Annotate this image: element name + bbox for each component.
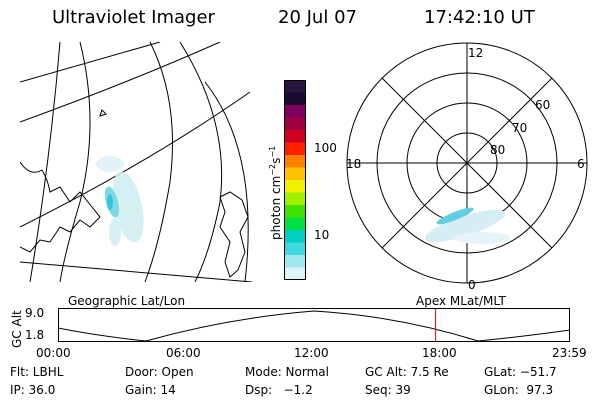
glat-info: GLat: −51.7 — [484, 365, 557, 379]
mlt-label-6: 6 — [577, 157, 585, 171]
glon-info: GLon: 97.3 — [484, 383, 554, 397]
lat-label-60: 60 — [535, 98, 551, 112]
timeline-ytick-low: 1.8 — [25, 328, 45, 342]
date-label: 20 Jul 07 — [278, 7, 357, 28]
colorbar-segment — [284, 80, 306, 93]
geographic-map — [20, 42, 252, 282]
colorbar-segment — [284, 267, 306, 280]
door-info: Door: Open — [125, 365, 194, 379]
colorbar-segment — [284, 180, 306, 193]
lat-arc — [20, 91, 251, 228]
lon-arc — [29, 42, 61, 282]
colorbar-segment — [284, 142, 306, 156]
time-label: 17:42:10 UT — [424, 7, 535, 28]
timeline-xtick-1: 06:00 — [166, 346, 201, 360]
lon-arc — [179, 42, 223, 282]
aurora-oval — [424, 207, 510, 244]
colorbar-segment — [284, 255, 306, 268]
lat-label-70: 70 — [512, 121, 528, 135]
colorbar-segment — [284, 217, 306, 231]
mode-info: Mode: Normal — [245, 365, 329, 379]
colorbar-tick-10: 10 — [314, 228, 330, 242]
colorbar-segment — [284, 105, 306, 118]
dsp-info: Dsp: −1.2 — [245, 383, 313, 397]
colorbar-segment — [284, 192, 306, 206]
filter-info: Flt: LBHL — [10, 365, 64, 379]
colorbar-segment — [284, 117, 306, 131]
altitude-timeline — [58, 308, 570, 342]
timeline-axis-label: GC Alt — [10, 310, 24, 348]
seq-info: Seq: 39 — [365, 383, 411, 397]
timeline-xtick-4: 23:59 — [552, 346, 587, 360]
timeline-ytick-high: 9.0 — [25, 306, 45, 320]
lon-arc — [59, 42, 91, 282]
coastline — [99, 109, 107, 117]
colorbar-frame — [284, 80, 306, 280]
colorbar-segment — [284, 155, 306, 168]
colorbar-segment — [284, 92, 306, 106]
colorbar-segment — [284, 205, 306, 218]
mlt-label-0: 0 — [468, 278, 476, 292]
lat-arc — [20, 261, 252, 282]
colorbar-segment — [284, 130, 306, 143]
colorbar-tick-100: 100 — [314, 141, 337, 155]
lat-arc — [20, 42, 161, 83]
colorbar-unit-label: photon cm−2s−1 — [268, 145, 283, 240]
lon-arc — [144, 42, 173, 282]
timeline-xtick-3: 18:00 — [422, 346, 457, 360]
lat-label-80: 80 — [490, 143, 506, 157]
coastline — [20, 161, 101, 253]
geographic-label: Geographic Lat/Lon — [68, 294, 186, 308]
aurora-emission — [96, 156, 144, 246]
instrument-title: Ultraviolet Imager — [52, 7, 215, 28]
coastline — [219, 191, 249, 278]
apex-label: Apex MLat/MLT — [416, 294, 506, 308]
colorbar-segment — [284, 230, 306, 243]
mlt-label-12: 12 — [468, 46, 484, 60]
gc-alt-info: GC Alt: 7.5 Re — [365, 365, 449, 379]
mlt-label-18: 18 — [346, 157, 362, 171]
timeline-xtick-2: 12:00 — [294, 346, 329, 360]
colorbar-segment — [284, 167, 306, 181]
timeline-xtick-0: 00:00 — [36, 346, 71, 360]
lon-arc — [204, 81, 249, 282]
lat-arc — [20, 42, 221, 123]
colorbar-segment — [284, 242, 306, 256]
altitude-curve — [58, 310, 570, 342]
gain-info: Gain: 14 — [125, 383, 176, 397]
mlt-line — [381, 77, 553, 249]
ip-info: IP: 36.0 — [10, 383, 56, 397]
polar-plot — [346, 42, 588, 284]
colorbar — [284, 80, 306, 280]
